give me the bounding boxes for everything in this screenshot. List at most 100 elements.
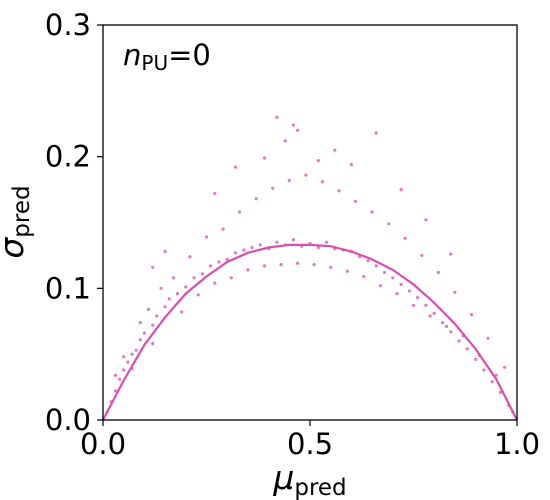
scatter-point bbox=[403, 236, 407, 240]
scatter-point bbox=[134, 348, 138, 352]
scatter-point bbox=[428, 314, 432, 318]
scatter-point bbox=[184, 285, 188, 289]
scatter-point bbox=[407, 289, 411, 293]
scatter-point bbox=[420, 253, 424, 257]
y-axis-subscript: pred bbox=[9, 185, 35, 237]
scatter-point bbox=[399, 188, 403, 192]
scatter-point bbox=[424, 218, 428, 222]
scatter-point bbox=[382, 270, 387, 275]
scatter-point bbox=[221, 227, 225, 231]
scatter-point bbox=[325, 240, 329, 244]
scatter-point bbox=[469, 313, 474, 317]
scatter-point bbox=[217, 260, 221, 264]
scatter-point bbox=[229, 276, 233, 280]
scatter-point bbox=[494, 373, 498, 377]
scatter-point bbox=[465, 347, 469, 351]
scatter-point bbox=[304, 173, 308, 177]
scatter-points bbox=[105, 115, 515, 414]
scatter-point bbox=[387, 222, 391, 226]
scatter-point bbox=[457, 339, 461, 343]
scatter-point bbox=[213, 191, 217, 196]
scatter-point bbox=[283, 139, 287, 143]
scatter-point bbox=[146, 307, 151, 311]
scatter-point bbox=[482, 368, 486, 372]
scatter-point bbox=[122, 368, 126, 372]
scatter-point bbox=[345, 269, 349, 273]
y-axis-label: σpred bbox=[0, 185, 35, 258]
scatter-point bbox=[445, 324, 449, 329]
scatter-point bbox=[126, 360, 130, 364]
fit-curve bbox=[102, 243, 518, 421]
scatter-point bbox=[436, 270, 440, 275]
annotation-text: =0 bbox=[168, 38, 211, 72]
scatter-point bbox=[238, 210, 242, 214]
scatter-point bbox=[370, 210, 374, 214]
scatter-point bbox=[432, 311, 436, 315]
x-tick-label: 0.0 bbox=[80, 427, 126, 461]
scatter-point bbox=[374, 131, 378, 135]
scatter-point bbox=[503, 365, 507, 369]
scatter-point bbox=[349, 163, 353, 167]
scatter-point bbox=[279, 263, 283, 267]
scatter-point bbox=[233, 165, 238, 169]
scatter-point bbox=[374, 264, 378, 268]
scatter-point bbox=[167, 297, 171, 301]
scatter-point bbox=[196, 293, 200, 297]
x-tick-label: 1.0 bbox=[494, 427, 540, 461]
scatter-point bbox=[366, 259, 370, 263]
scatter-point bbox=[138, 338, 142, 342]
y-tick-label: 0.0 bbox=[45, 403, 91, 437]
x-tick-label: 0.5 bbox=[287, 427, 333, 461]
scatter-point bbox=[163, 249, 167, 254]
scatter-point bbox=[424, 303, 428, 307]
scatter-point bbox=[275, 115, 279, 119]
scatter-point bbox=[258, 243, 262, 247]
scatter-point bbox=[118, 377, 122, 381]
scatter-point bbox=[411, 303, 416, 307]
y-tick-label: 0.1 bbox=[45, 271, 91, 305]
scatter-point bbox=[378, 284, 382, 288]
scatter-point bbox=[316, 159, 320, 163]
scatter-point bbox=[175, 292, 180, 296]
scatter-point bbox=[296, 128, 300, 132]
y-tick-label: 0.3 bbox=[45, 8, 91, 42]
scatter-point bbox=[163, 305, 167, 309]
scatter-point bbox=[486, 336, 490, 340]
scatter-point bbox=[391, 276, 395, 280]
scatter-point bbox=[449, 330, 453, 334]
scatter-point bbox=[498, 390, 502, 394]
scatter-point bbox=[399, 282, 403, 286]
scatter-point bbox=[151, 323, 155, 327]
scatter-point bbox=[192, 276, 196, 280]
scatter-point bbox=[142, 331, 146, 335]
scatter-point bbox=[353, 199, 358, 203]
scatter-point bbox=[155, 314, 159, 318]
scatter-point bbox=[122, 355, 126, 359]
scatter-point bbox=[242, 248, 246, 252]
scatter-point bbox=[180, 310, 184, 314]
scatter-point bbox=[291, 123, 295, 127]
x-axis-subscript: pred bbox=[294, 475, 346, 500]
scatter-point bbox=[138, 321, 142, 325]
scatter-point bbox=[159, 286, 163, 290]
scatter-point bbox=[262, 156, 267, 160]
scatter-point bbox=[151, 265, 155, 269]
scatter-point bbox=[490, 380, 494, 384]
scatter-point bbox=[204, 235, 209, 239]
annotation-symbol: n bbox=[123, 38, 141, 72]
scatter-point bbox=[296, 261, 300, 265]
scatter-point bbox=[287, 178, 291, 182]
scatter-point bbox=[453, 290, 457, 294]
annotation-subscript: PU bbox=[141, 51, 168, 75]
scatter-point bbox=[254, 197, 258, 201]
x-axis-symbol: μ bbox=[272, 458, 294, 497]
scatter-point bbox=[188, 255, 192, 259]
scatter-point bbox=[395, 292, 399, 296]
scatter-point bbox=[225, 257, 229, 261]
scatter-point bbox=[246, 268, 250, 272]
scatter-point bbox=[474, 357, 478, 361]
scatter-point bbox=[213, 281, 217, 285]
annotation: nPU=0 bbox=[123, 38, 211, 75]
scatter-point bbox=[262, 264, 267, 268]
scatter-point bbox=[312, 263, 316, 267]
